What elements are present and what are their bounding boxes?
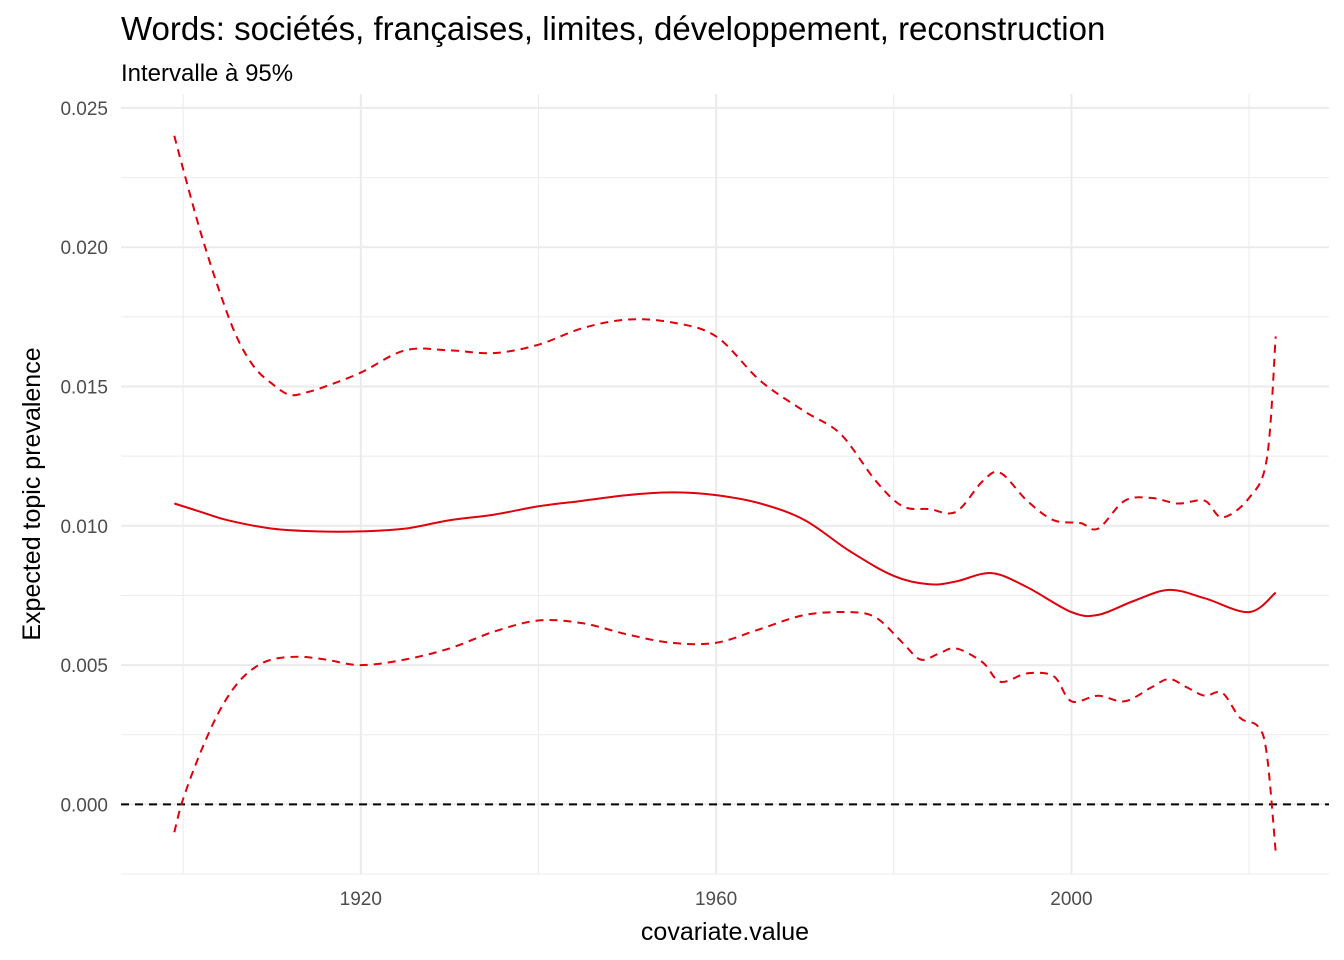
y-axis-ticks: 0.000 0.005 0.010 0.015 0.020 0.025 [60, 99, 108, 816]
x-tick-label: 2000 [1050, 889, 1092, 910]
y-tick-label: 0.000 [60, 795, 108, 816]
x-axis-ticks: 1920 1960 2000 [340, 889, 1093, 910]
chart-title: Words: sociétés, françaises, limites, dé… [121, 10, 1106, 47]
x-tick-label: 1920 [340, 889, 382, 910]
grid-major [121, 94, 1329, 874]
y-axis-title: Expected topic prevalence [18, 347, 46, 640]
series-layer [173, 135, 1277, 852]
series-line-upper-ci [173, 135, 1277, 531]
y-tick-label: 0.015 [60, 378, 108, 399]
y-tick-label: 0.020 [60, 238, 108, 259]
grid-minor [121, 94, 1329, 875]
series-line-estimate [173, 491, 1277, 618]
chart-subtitle: Intervalle à 95% [121, 60, 294, 87]
x-tick-label: 1960 [695, 889, 737, 910]
y-tick-label: 0.025 [60, 99, 108, 120]
series-line-lower-ci [173, 610, 1277, 852]
x-axis-title: covariate.value [641, 918, 809, 946]
y-tick-label: 0.005 [60, 656, 108, 677]
y-tick-label: 0.010 [60, 517, 108, 538]
